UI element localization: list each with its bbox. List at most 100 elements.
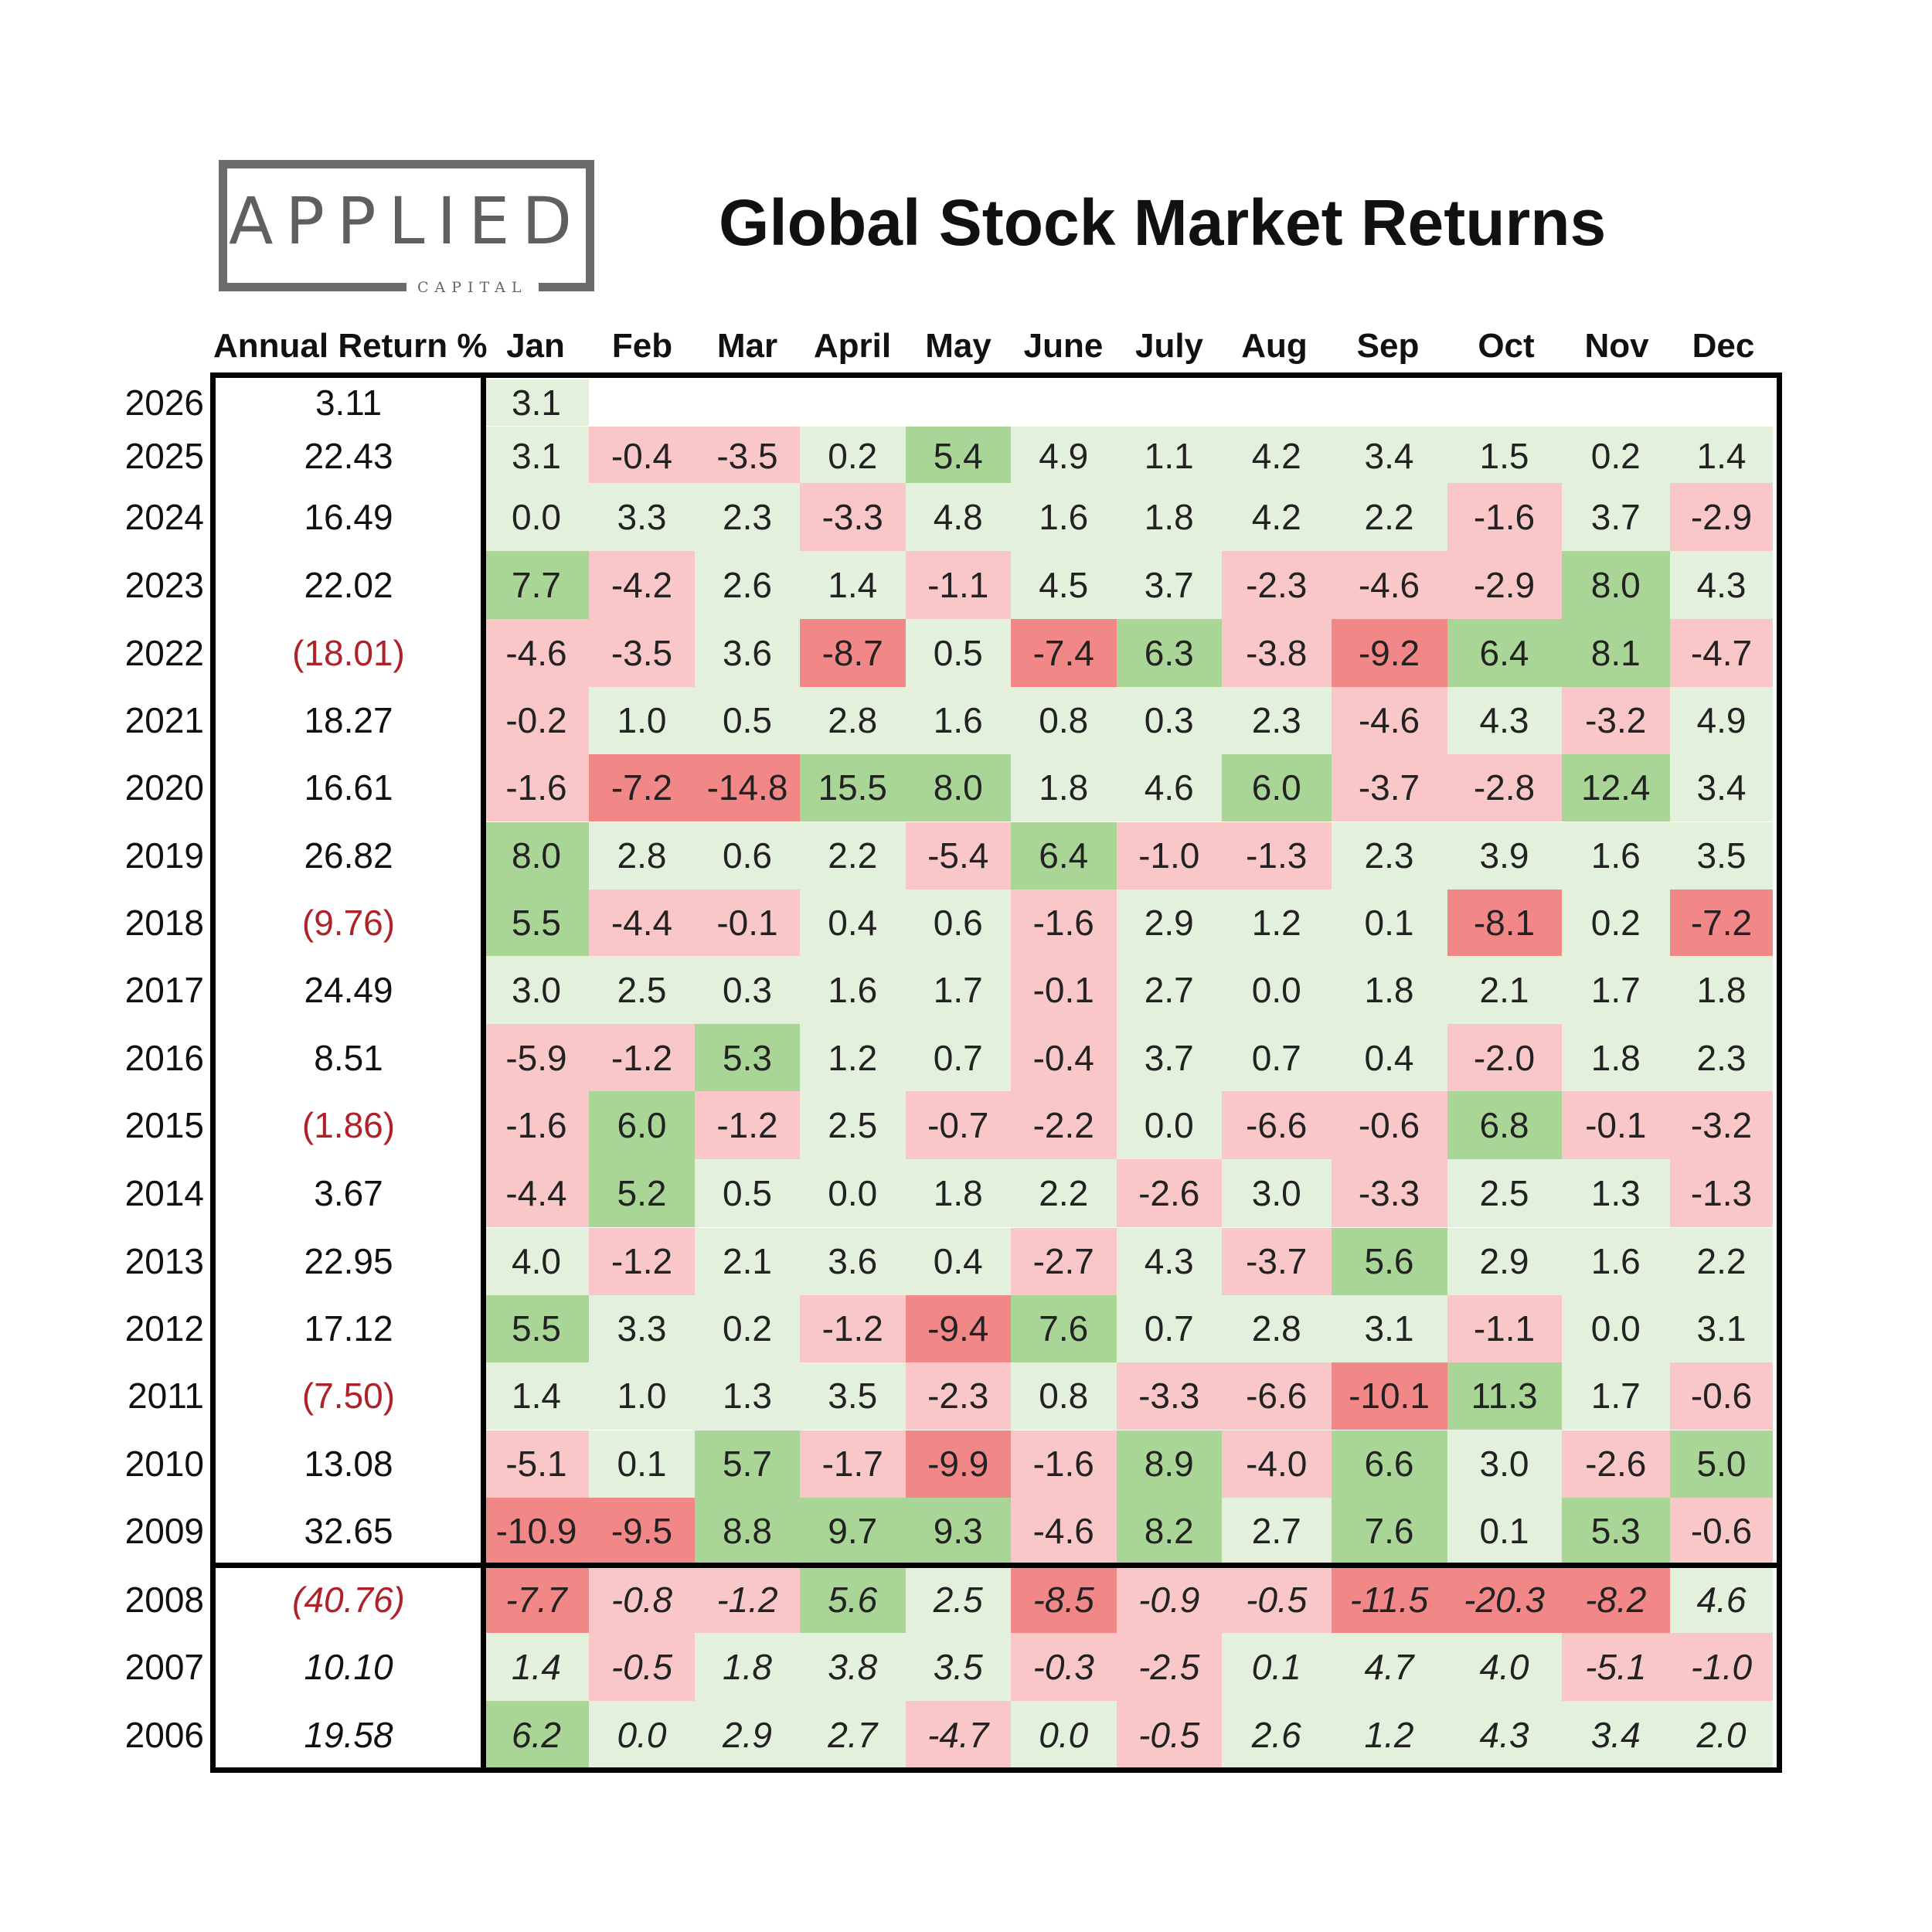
month-return-cell: -0.1 [1011,956,1117,1024]
annual-return-value: 19.58 [304,1715,393,1755]
month-return-cell: 0.4 [800,889,906,957]
annual-return-value: 3.67 [314,1173,383,1213]
year-label: 2024 [124,497,204,537]
month-return-cell: -5.1 [1561,1633,1670,1701]
month-return-cell: 8.0 [484,821,589,889]
month-return-cell: 0.7 [1222,1024,1332,1092]
month-return-cell: 5.3 [1561,1497,1670,1565]
month-return-cell: 3.1 [484,379,589,426]
month-return-cell: -4.4 [589,889,695,957]
month-return-cell: -1.1 [1447,1294,1562,1362]
annual-return-value: 16.61 [304,767,393,808]
annual-return-value: 22.02 [304,565,393,605]
month-return-cell: 2.0 [1670,1701,1773,1769]
month-return-cell: -9.2 [1331,619,1447,687]
month-return-cell: -3.3 [800,483,906,551]
month-return-cell: 3.0 [1222,1159,1332,1227]
month-return-cell: 4.3 [1116,1227,1222,1295]
month-return-cell: 3.7 [1116,1024,1222,1092]
year-label: 2007 [124,1647,204,1687]
month-return-cell: -6.6 [1222,1091,1332,1159]
year-label: 2014 [124,1173,204,1213]
month-return-cell: 5.4 [905,427,1011,485]
annual-return-value: (7.50) [301,1375,396,1416]
month-return-cell: 1.5 [1447,427,1562,485]
month-return-cell: -4.7 [1670,619,1773,687]
month-header-sep: Sep [1356,327,1420,365]
month-return-cell: -3.2 [1670,1091,1773,1159]
month-return-cell: 0.0 [1011,1701,1117,1769]
month-return-cell: -1.2 [589,1227,695,1295]
annual-return-value: 10.10 [304,1647,393,1687]
month-return-cell: 4.6 [1670,1566,1773,1634]
month-return-cell: 3.6 [695,619,800,687]
month-return-cell: 3.0 [484,956,589,1024]
year-label: 2023 [124,565,204,605]
year-label: 2013 [124,1240,204,1281]
annual-return-value: (1.86) [301,1105,396,1145]
month-return-cell: -1.2 [695,1566,800,1634]
month-return-cell: -7.7 [484,1566,589,1634]
month-return-cell: 5.7 [695,1430,800,1498]
month-return-cell: 1.6 [800,956,906,1024]
logo-wordmark: APPLIED [228,183,585,259]
annual-return-value: 17.12 [304,1308,393,1349]
month-return-cell: 1.3 [695,1362,800,1430]
month-return-cell: -0.6 [1670,1362,1773,1430]
month-return-cell: 0.7 [1116,1294,1222,1362]
month-return-cell: 2.6 [1222,1701,1332,1769]
month-return-cell: -3.3 [1116,1362,1222,1430]
month-return-cell: -0.5 [1116,1701,1222,1769]
month-return-cell: -3.5 [589,619,695,687]
month-return-cell: 7.6 [1011,1294,1117,1362]
month-return-cell: 0.0 [1222,956,1332,1024]
month-return-cell: 2.7 [1116,956,1222,1024]
month-return-cell: 1.8 [1116,483,1222,551]
month-return-cell: 7.7 [484,551,589,619]
month-return-cell: -3.3 [1331,1159,1447,1227]
month-return-cell: -6.6 [1222,1362,1332,1430]
month-header-jan: Jan [506,327,565,365]
month-return-cell: -5.4 [905,821,1011,889]
pre-2009-divider [210,1563,1782,1568]
month-return-cell: -5.1 [484,1430,589,1498]
month-return-cell: -2.3 [905,1362,1011,1430]
month-return-cell: 3.7 [1561,483,1670,551]
month-return-cell: 8.9 [1116,1430,1222,1498]
month-return-cell: -8.2 [1561,1566,1670,1634]
month-header-aug: Aug [1241,327,1308,365]
month-return-cell: -1.3 [1670,1159,1773,1227]
month-return-cell: 3.1 [1670,1294,1773,1362]
month-return-cell: -0.5 [1222,1566,1332,1634]
month-return-cell: 4.6 [1116,753,1222,821]
month-return-cell: 2.5 [905,1566,1011,1634]
month-return-cell: 0.8 [1011,1362,1117,1430]
month-return-cell: 4.3 [1447,686,1562,754]
month-return-cell: 5.6 [800,1566,906,1634]
month-return-cell: -0.1 [695,889,800,957]
month-return-cell: -1.7 [800,1430,906,1498]
annual-return-value: 26.82 [304,835,393,876]
month-return-cell: 2.3 [695,483,800,551]
month-return-cell: 1.6 [905,686,1011,754]
month-return-cell: -9.5 [589,1497,695,1565]
month-header-dec: Dec [1692,327,1755,365]
month-return-cell: 1.0 [589,1362,695,1430]
month-return-cell: 0.2 [1561,427,1670,485]
month-return-cell: -2.3 [1222,551,1332,619]
month-return-cell: 3.4 [1561,1701,1670,1769]
month-return-cell: -3.8 [1222,619,1332,687]
month-return-cell: 0.8 [1011,686,1117,754]
month-return-cell: 1.4 [484,1633,589,1701]
month-return-cell: 0.4 [905,1227,1011,1295]
month-return-cell: 1.7 [1561,1362,1670,1430]
month-return-cell: 2.8 [1222,1294,1332,1362]
month-return-cell: 5.6 [1331,1227,1447,1295]
month-return-cell: 2.7 [1222,1497,1332,1565]
month-return-cell: -0.3 [1011,1633,1117,1701]
month-header-feb: Feb [611,327,673,365]
month-return-cell: 1.1 [1116,427,1222,485]
month-return-cell: 6.6 [1331,1430,1447,1498]
month-return-cell: -0.5 [589,1633,695,1701]
month-return-cell: 0.0 [1116,1091,1222,1159]
